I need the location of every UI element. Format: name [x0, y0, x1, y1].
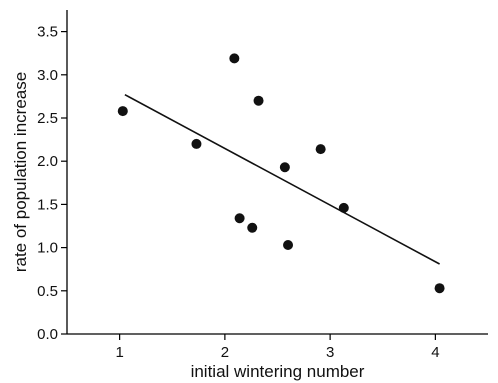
x-axis-title: initial wintering number: [191, 362, 365, 381]
y-tick-label: 2.0: [37, 153, 58, 170]
axes: [66, 10, 488, 335]
x-tick-label: 4: [431, 344, 439, 361]
data-point: [434, 283, 445, 294]
data-point: [229, 53, 240, 64]
y-tick-label: 3.0: [37, 67, 58, 84]
data-point: [117, 106, 128, 117]
data-point: [247, 222, 258, 233]
data-point: [315, 144, 326, 155]
ticks: 0.0 0.5 1.0 1.5 2.0 2.5 3.0 3.5 1 2 3 4: [37, 24, 439, 361]
data-point: [253, 95, 264, 106]
y-tick-label: 1.5: [37, 196, 58, 213]
data-point: [283, 240, 294, 251]
y-tick-label: 0.0: [37, 326, 58, 343]
y-tick-label: 3.5: [37, 24, 58, 41]
x-tick-label: 1: [115, 344, 123, 361]
y-tick-label: 0.5: [37, 283, 58, 300]
x-tick-label: 2: [221, 344, 229, 361]
y-axis-title: rate of population increase: [11, 72, 30, 272]
data-point: [234, 213, 245, 224]
y-tick-label: 2.5: [37, 110, 58, 127]
y-tick-label: 1.0: [37, 240, 58, 257]
data-point: [191, 138, 202, 149]
data-point: [279, 162, 290, 173]
x-tick-label: 3: [326, 344, 334, 361]
trendline: [124, 93, 440, 265]
trendline-group: [124, 93, 440, 265]
data-points: [117, 53, 445, 294]
